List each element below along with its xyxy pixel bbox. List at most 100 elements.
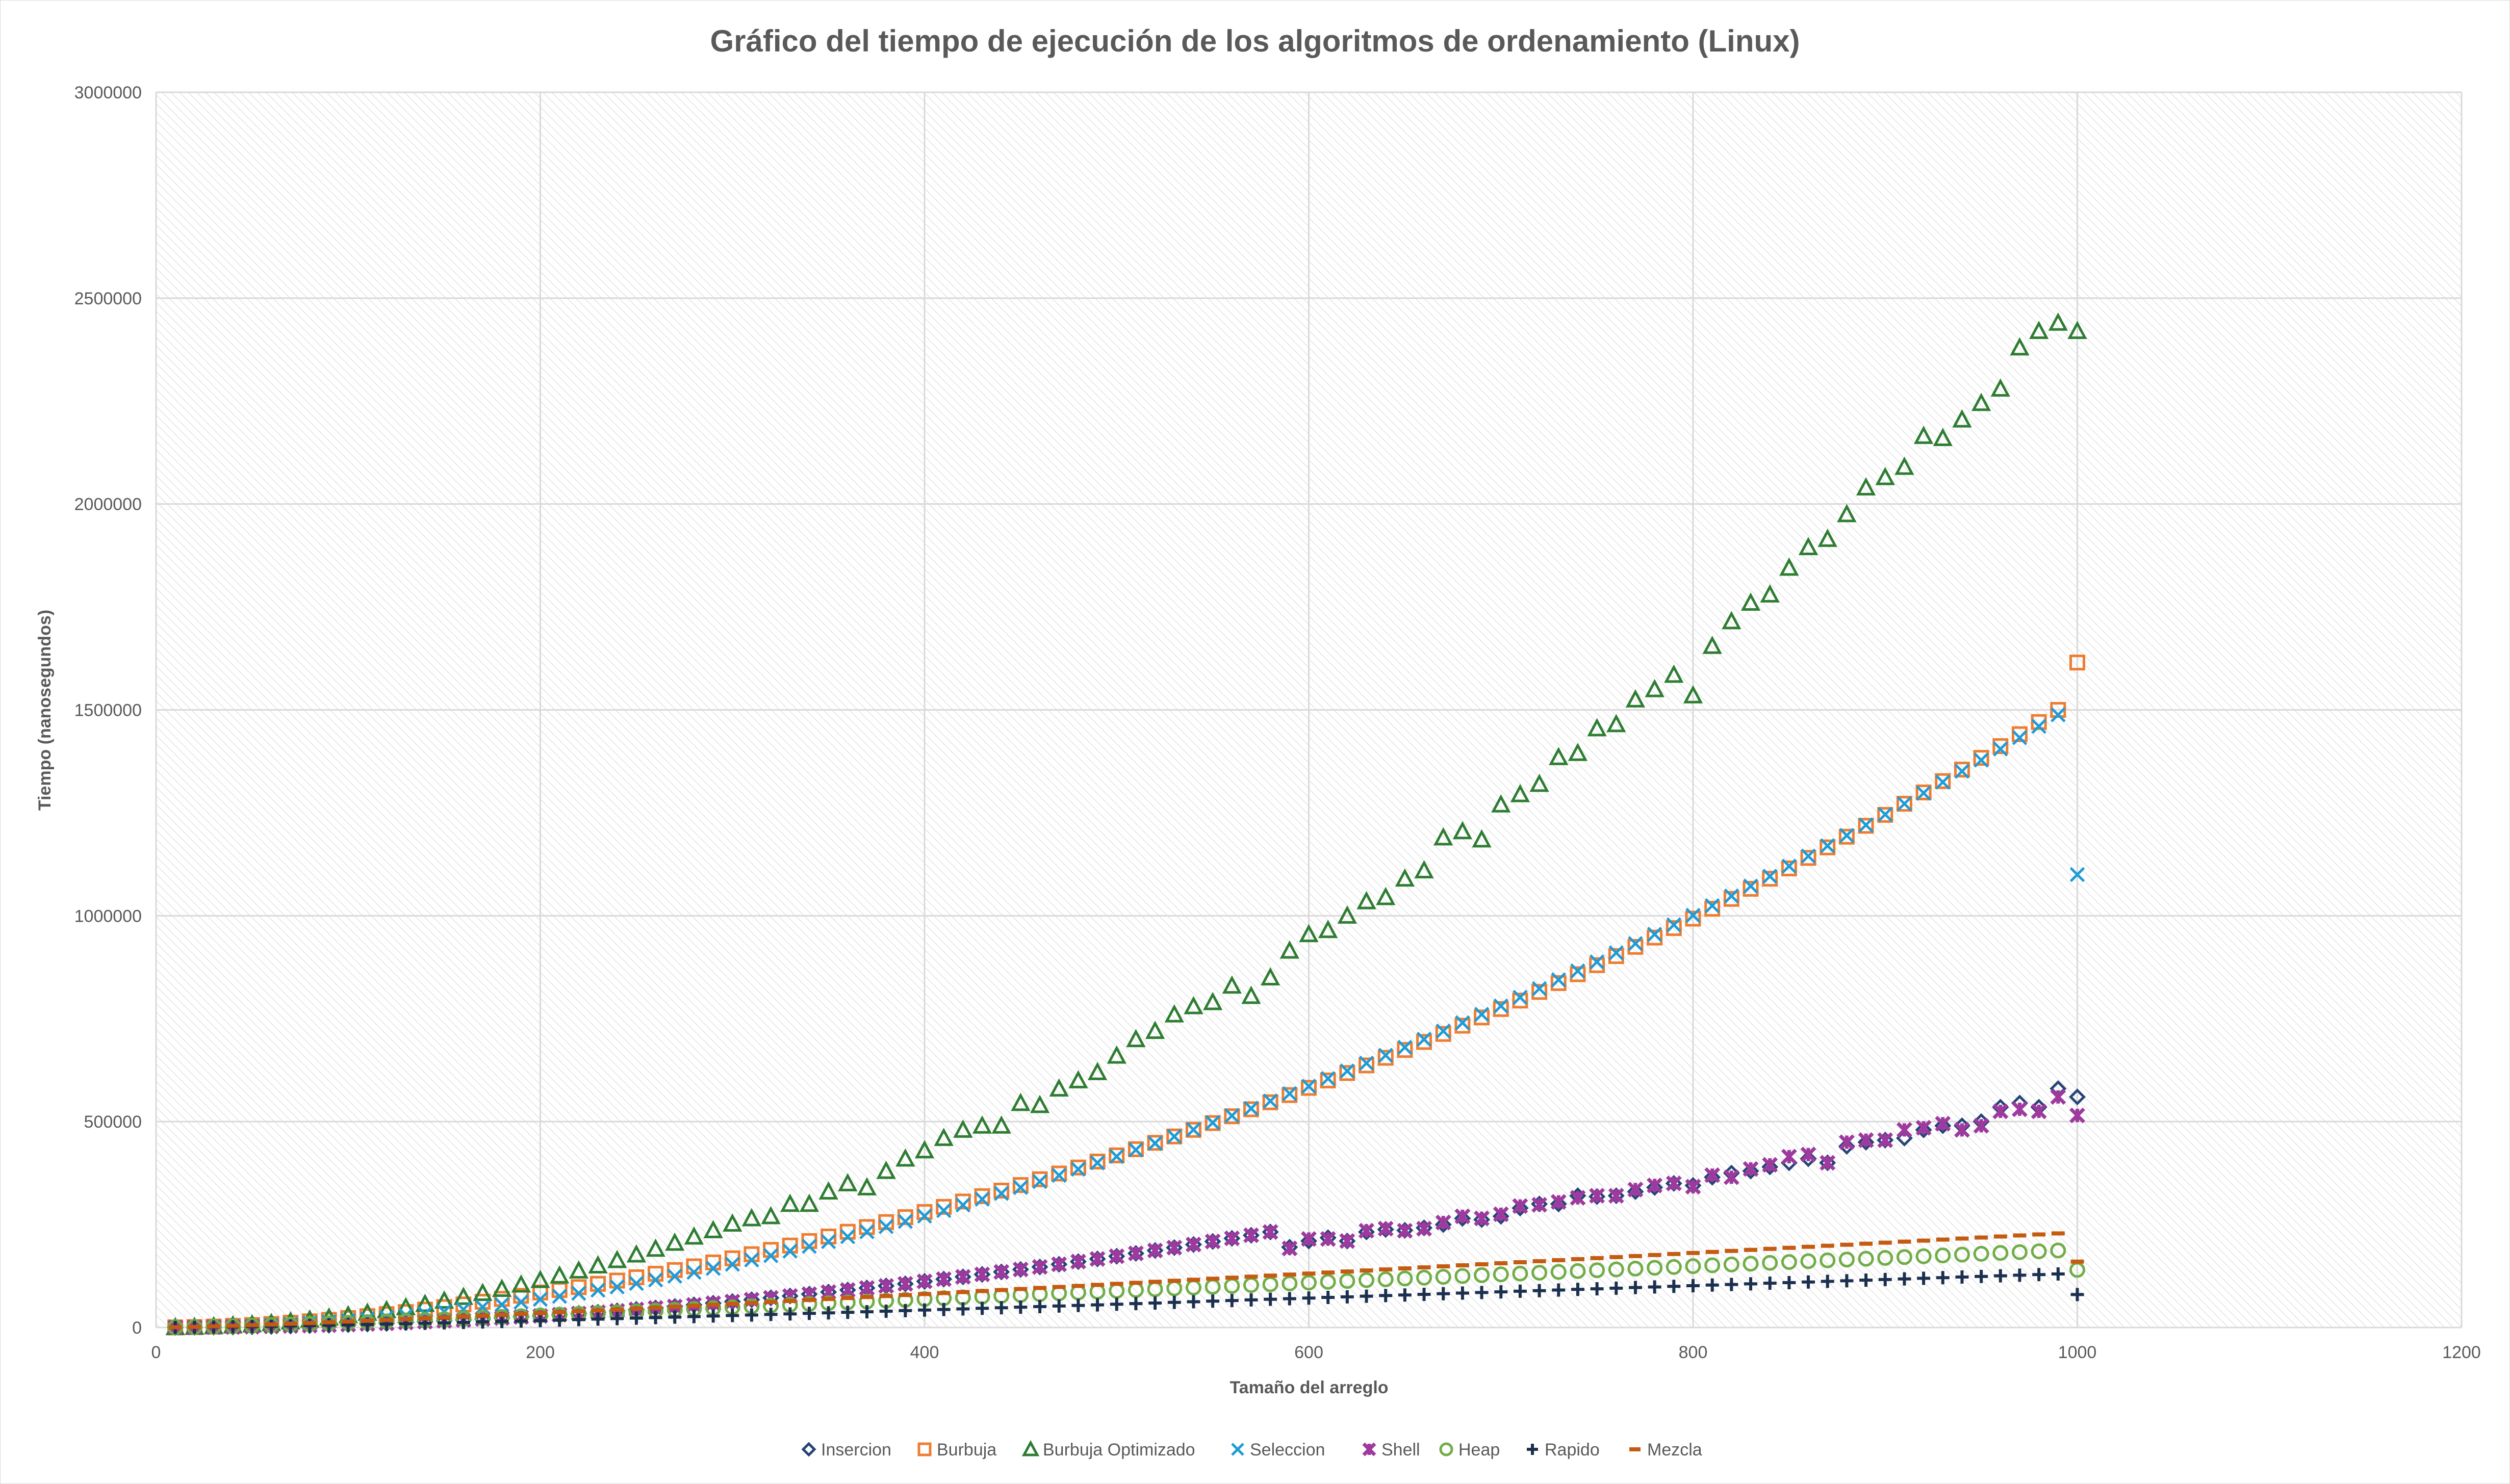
data-point bbox=[2031, 719, 2046, 734]
data-point bbox=[380, 1318, 394, 1322]
data-point bbox=[1532, 1284, 1546, 1297]
x-tick-label: 800 bbox=[1679, 1343, 1708, 1362]
data-point bbox=[1647, 926, 1662, 942]
data-point bbox=[303, 1321, 317, 1325]
data-point bbox=[1378, 1048, 1393, 1063]
data-point bbox=[1398, 1288, 1412, 1302]
data-point bbox=[1148, 1296, 1162, 1310]
data-point bbox=[1474, 1009, 1490, 1026]
data-point bbox=[2050, 1089, 2066, 1105]
data-point bbox=[1992, 1103, 2009, 1119]
data-point bbox=[1377, 1220, 1394, 1237]
data-point bbox=[1992, 1245, 2009, 1261]
data-point bbox=[1147, 1242, 1163, 1259]
data-point bbox=[686, 1265, 702, 1280]
data-point bbox=[1590, 1256, 1604, 1260]
data-point bbox=[1702, 636, 1722, 654]
data-point bbox=[495, 1315, 509, 1329]
data-point bbox=[1859, 1241, 1873, 1246]
data-point bbox=[1398, 1266, 1412, 1271]
data-point bbox=[2048, 312, 2068, 331]
data-point bbox=[1472, 829, 1492, 848]
data-point bbox=[1071, 1284, 1085, 1288]
data-point bbox=[1782, 1245, 1796, 1250]
data-point bbox=[1762, 1255, 1778, 1271]
data-point bbox=[1011, 1092, 1031, 1111]
data-point bbox=[533, 1314, 547, 1327]
data-point bbox=[1685, 1258, 1701, 1274]
data-point bbox=[1301, 1078, 1317, 1094]
data-point bbox=[993, 1264, 1010, 1280]
data-point bbox=[1801, 848, 1816, 864]
data-point bbox=[1898, 1239, 1911, 1244]
legend-marker bbox=[1629, 1447, 1641, 1451]
data-point bbox=[1915, 1119, 1932, 1136]
data-point bbox=[1704, 1167, 1721, 1183]
data-point bbox=[514, 1294, 529, 1310]
data-point bbox=[1608, 948, 1624, 964]
data-point bbox=[1339, 1273, 1355, 1289]
data-point bbox=[1704, 901, 1721, 917]
gridlines bbox=[155, 91, 2463, 1329]
data-point bbox=[1666, 1259, 1682, 1275]
data-point bbox=[1147, 1135, 1163, 1151]
data-point bbox=[1360, 1268, 1373, 1273]
y-tick-label: 0 bbox=[132, 1318, 142, 1338]
data-point bbox=[1817, 529, 1837, 547]
data-point bbox=[1704, 1257, 1721, 1273]
data-point bbox=[1896, 1249, 1912, 1265]
data-point bbox=[1358, 1223, 1375, 1241]
data-point bbox=[1685, 907, 1701, 923]
legend-label: Shell bbox=[1381, 1440, 1420, 1460]
x-tick-label: 600 bbox=[1294, 1343, 1323, 1362]
data-point bbox=[937, 1291, 951, 1295]
data-point bbox=[2069, 1107, 2085, 1124]
data-point bbox=[1550, 1264, 1567, 1280]
data-point bbox=[1760, 584, 1780, 603]
data-point bbox=[341, 1319, 355, 1324]
data-point bbox=[1877, 1132, 1893, 1148]
data-point bbox=[1416, 1031, 1432, 1047]
data-point bbox=[1897, 796, 1912, 812]
data-point bbox=[1915, 784, 1932, 800]
data-point bbox=[783, 1307, 797, 1321]
data-point bbox=[1820, 839, 1836, 855]
data-point bbox=[1052, 1299, 1066, 1313]
data-point bbox=[1646, 1179, 1663, 1196]
data-point bbox=[1781, 1149, 1797, 1165]
data-point bbox=[726, 1301, 739, 1306]
data-point bbox=[1723, 1169, 1739, 1185]
data-point bbox=[2069, 867, 2085, 882]
data-point bbox=[1109, 1149, 1124, 1164]
data-point bbox=[1474, 1007, 1490, 1022]
data-point bbox=[1414, 860, 1434, 878]
data-point bbox=[1858, 1132, 1874, 1148]
data-point bbox=[706, 1309, 720, 1323]
data-point bbox=[1416, 1034, 1432, 1050]
data-point bbox=[936, 1199, 952, 1215]
data-point bbox=[1744, 1247, 1758, 1252]
series-rapido bbox=[168, 1267, 2084, 1334]
data-point bbox=[1051, 1256, 1067, 1272]
data-point bbox=[434, 1290, 454, 1309]
data-point bbox=[1781, 1254, 1797, 1270]
data-point bbox=[1302, 1291, 1316, 1305]
data-point bbox=[1493, 1266, 1509, 1283]
data-point bbox=[1302, 1271, 1316, 1276]
data-point bbox=[2011, 1244, 2028, 1260]
chart-title: Gráfico del tiempo de ejecución de los a… bbox=[710, 24, 1800, 58]
data-point bbox=[1416, 1269, 1432, 1286]
data-point bbox=[1437, 1264, 1450, 1269]
data-point bbox=[1494, 1261, 1508, 1266]
data-point bbox=[1260, 967, 1280, 985]
data-point bbox=[725, 1257, 740, 1272]
legend-marker bbox=[1021, 1440, 1040, 1456]
y-tick-label: 500000 bbox=[84, 1112, 142, 1132]
x-tick-label: 400 bbox=[910, 1343, 939, 1362]
data-point bbox=[936, 1203, 952, 1218]
data-point bbox=[1840, 1242, 1854, 1247]
data-point bbox=[1781, 858, 1797, 874]
data-point bbox=[1148, 1280, 1162, 1284]
data-point bbox=[1185, 1236, 1201, 1253]
